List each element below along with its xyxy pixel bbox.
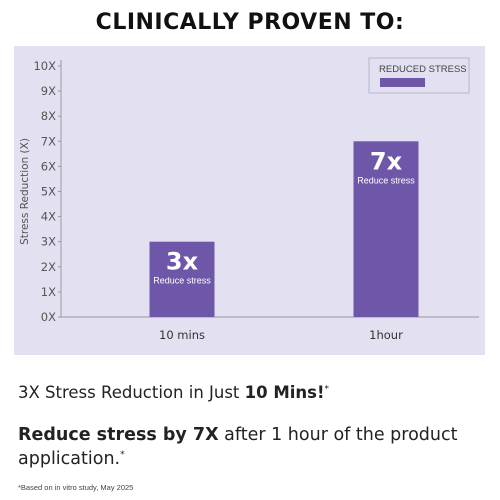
y-tick-label: 8X (41, 109, 56, 123)
x-tick-label: 10 mins (159, 328, 205, 342)
stress-reduction-chart: Stress Reduction (X) 0X 1X 2X 3X 4X 5X 6X 7X 8X 9X… (19, 57, 479, 342)
legend-label: REDUCED STRESS (379, 64, 467, 75)
y-tick-label: 6X (41, 159, 56, 173)
caption-10-mins: 3X Stress Reduction in Just 10 Mins!* (18, 383, 488, 402)
bar-sub-label: Reduce stress (153, 276, 211, 286)
bar-2 (353, 141, 419, 317)
y-tick-label: 0X (41, 310, 56, 324)
y-tick-label: 4X (41, 210, 56, 224)
caption-1-hour-footnote-mark: * (120, 450, 125, 461)
caption-10-mins-text: 3X Stress Reduction in Just (18, 383, 245, 402)
x-tick-label: 1hour (369, 328, 403, 342)
bar-value-label: 3x (166, 248, 199, 276)
caption-10-mins-footnote-mark: * (324, 384, 330, 395)
y-tick-label: 2X (41, 260, 56, 274)
chart-panel: Stress Reduction (X) 0X 1X 2X 3X 4X 5X 6X 7X 8X 9X… (14, 46, 485, 355)
bar-1 (149, 241, 215, 317)
y-tick-label: 9X (41, 84, 56, 98)
caption-1-hour-text: after 1 hour of the product application. (18, 425, 458, 469)
caption-1-hour-bold: Reduce stress by 7X (18, 425, 219, 445)
bar-value-label: 7x (370, 147, 403, 175)
y-tick-label: 3X (41, 235, 56, 249)
legend-box (368, 57, 470, 94)
caption-1-hour: Reduce stress by 7X after 1 hour of the … (18, 423, 496, 471)
legend-swatch (380, 78, 425, 87)
y-axis-label: Stress Reduction (X) (19, 138, 31, 245)
study-footnote: *Based on in vitro study, May 2025 (18, 483, 134, 492)
bar-sub-label: Reduce stress (357, 175, 415, 185)
page-title: CLINICALLY PROVEN TO: (95, 10, 405, 35)
y-tick-label: 7X (41, 134, 56, 148)
y-tick-label: 5X (41, 185, 56, 199)
caption-10-mins-bold: 10 Mins! (244, 383, 325, 402)
y-tick-label: 10X (33, 59, 56, 73)
y-tick-label: 1X (41, 285, 56, 299)
